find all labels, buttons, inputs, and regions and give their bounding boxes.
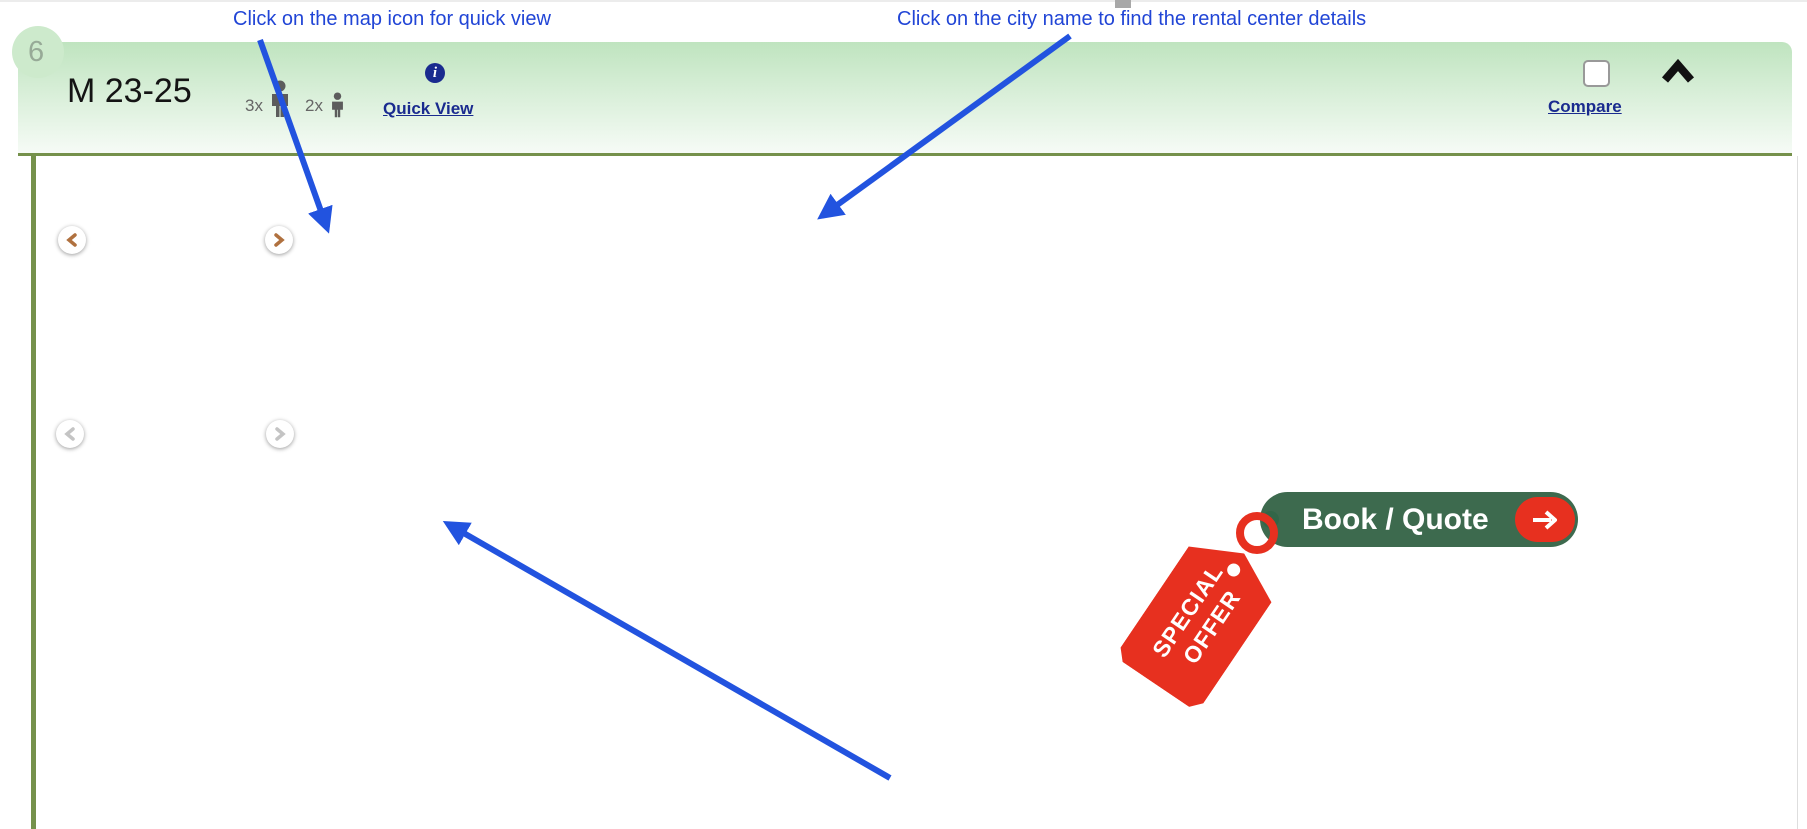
offer-tag-ring <box>1236 512 1278 554</box>
compare-link[interactable]: Compare <box>1548 97 1622 116</box>
floorplan-prev-button[interactable] <box>56 420 84 448</box>
child-person-icon <box>332 92 343 118</box>
book-arrow-icon <box>1515 497 1575 542</box>
compare-checkbox[interactable] <box>1583 60 1610 87</box>
chevron-left-icon <box>64 427 75 441</box>
result-number-badge: 6 <box>12 26 64 78</box>
chevron-left-icon <box>66 233 77 247</box>
photo-prev-button[interactable] <box>58 226 86 254</box>
quick-view-link[interactable]: Quick View <box>383 99 474 118</box>
chevron-right-icon <box>274 233 285 247</box>
info-icon[interactable]: i <box>425 63 445 83</box>
map-icon-tooltip-text: Click on the map icon for quick view <box>233 8 551 30</box>
adults-count-label: 3x <box>245 96 263 115</box>
book-quote-label: Book / Quote <box>1302 502 1489 536</box>
city-name-tooltip-text: Click on the city name to find the renta… <box>897 8 1367 30</box>
book-quote-button[interactable]: Book / Quote <box>1260 492 1578 547</box>
chevron-right-icon <box>275 427 286 441</box>
floorplan-next-button[interactable] <box>266 420 294 448</box>
adult-person-icon <box>272 80 288 117</box>
collapse-chevron-icon[interactable] <box>1660 58 1696 86</box>
photo-next-button[interactable] <box>265 226 293 254</box>
page-top-divider <box>0 0 1807 2</box>
children-count-label: 2x <box>305 96 323 115</box>
scroll-artifact <box>1115 0 1131 8</box>
vehicle-model-title: M 23-25 <box>67 72 192 110</box>
